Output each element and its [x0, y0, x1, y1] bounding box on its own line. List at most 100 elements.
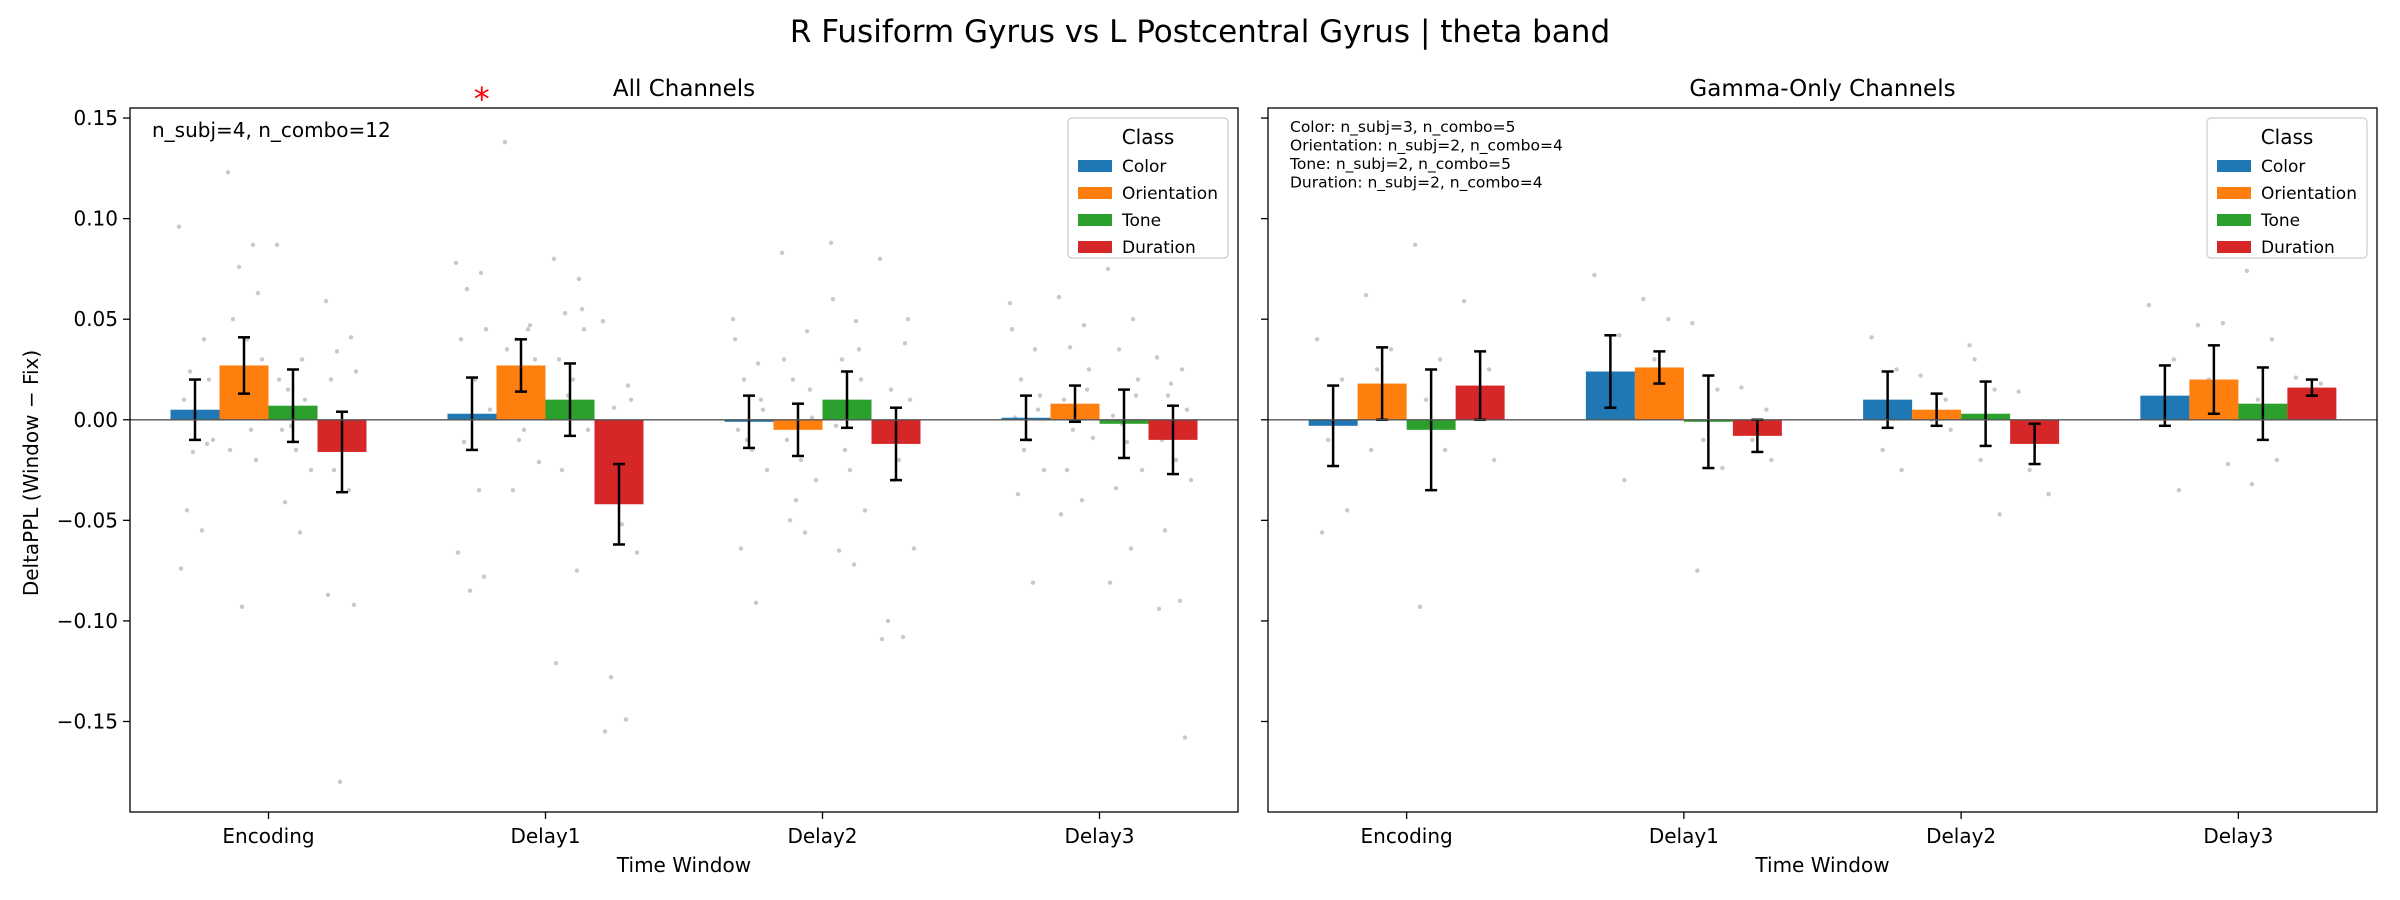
- data-point: [2293, 375, 2299, 380]
- data-point: [525, 327, 531, 332]
- data-point: [328, 377, 334, 382]
- data-point: [1720, 465, 1725, 471]
- data-point: [1461, 298, 1467, 304]
- data-point: [833, 423, 839, 429]
- data-point: [225, 170, 231, 175]
- data-point: [476, 487, 482, 493]
- x-tick-label: Delay2: [787, 824, 857, 848]
- data-point: [562, 310, 568, 316]
- data-point: [1086, 367, 1092, 372]
- x-tick-label: Encoding: [1361, 824, 1453, 848]
- data-point: [464, 286, 470, 292]
- data-point: [1423, 397, 1429, 402]
- x-tick-label: Delay1: [1649, 824, 1719, 848]
- data-point: [325, 592, 331, 597]
- data-point: [885, 618, 891, 624]
- data-point: [532, 357, 538, 362]
- data-point: [227, 447, 233, 453]
- data-point: [1135, 377, 1141, 382]
- data-point: [623, 717, 629, 722]
- y-tick-label: 0.00: [73, 408, 118, 432]
- data-point: [481, 574, 487, 579]
- y-tick-label: −0.05: [57, 508, 118, 532]
- data-point: [1486, 367, 1492, 372]
- data-point: [888, 387, 894, 392]
- data-point: [1168, 381, 1174, 386]
- data-point: [804, 329, 810, 334]
- data-point: [579, 306, 585, 312]
- data-point: [255, 290, 261, 296]
- data-point: [842, 447, 848, 453]
- data-point: [1041, 467, 1047, 473]
- x-tick-label: Encoding: [222, 824, 314, 848]
- data-point: [732, 337, 738, 342]
- panel-annotation-line: Color: n_subj=3, n_combo=5: [1290, 118, 1516, 137]
- data-point: [297, 530, 303, 535]
- data-point: [334, 349, 340, 354]
- data-point: [1442, 447, 1448, 453]
- panel-all-channels: −0.15 −0.10 −0.05 0.00 0.05 0.10 0.15 Encoding D…: [57, 76, 1239, 877]
- data-point: [802, 530, 808, 535]
- data-point: [781, 357, 787, 362]
- data-point: [453, 260, 459, 266]
- data-point: [1617, 333, 1622, 338]
- data-point: [1652, 357, 1657, 362]
- data-point: [510, 487, 516, 493]
- data-point: [536, 459, 542, 465]
- data-point: [851, 562, 857, 567]
- x-axis-label: Time Window: [1754, 853, 1889, 877]
- panel-annotation: n_subj=4, n_combo=12: [152, 118, 391, 142]
- data-point: [798, 457, 804, 463]
- data-point: [1018, 377, 1024, 382]
- data-point: [204, 441, 210, 447]
- data-point: [353, 369, 359, 374]
- data-point: [1899, 467, 1904, 473]
- data-point: [1972, 357, 1977, 362]
- significance-marker: *: [474, 80, 490, 118]
- data-point: [1948, 427, 1953, 433]
- data-point: [504, 347, 510, 352]
- data-point: [755, 361, 761, 366]
- data-point: [1368, 447, 1374, 453]
- data-point: [1319, 530, 1325, 535]
- data-point: [1992, 387, 1997, 392]
- data-point: [1177, 598, 1183, 603]
- data-point: [1491, 457, 1497, 463]
- data-point: [299, 357, 305, 362]
- data-point: [293, 447, 299, 453]
- data-point: [1764, 407, 1769, 412]
- data-point: [628, 397, 634, 402]
- data-point: [625, 383, 631, 388]
- data-point: [1015, 491, 1021, 497]
- data-point: [1067, 345, 1073, 350]
- data-point: [2255, 397, 2261, 402]
- data-point: [282, 500, 288, 505]
- data-point: [735, 427, 741, 433]
- data-point: [1162, 528, 1168, 533]
- data-point: [1997, 512, 2002, 517]
- data-point: [553, 660, 559, 666]
- data-point: [902, 341, 908, 346]
- data-point: [210, 437, 216, 443]
- data-point: [253, 457, 259, 463]
- data-point: [458, 337, 464, 342]
- data-point: [190, 449, 196, 455]
- data-point: [206, 377, 212, 382]
- data-point: [779, 250, 785, 256]
- data-point: [2225, 461, 2231, 467]
- data-point: [836, 548, 842, 553]
- data-point: [576, 276, 582, 282]
- data-point: [1090, 435, 1096, 441]
- data-point: [911, 546, 917, 551]
- data-point: [585, 427, 591, 433]
- data-point: [559, 467, 565, 473]
- data-point: [600, 319, 606, 324]
- data-point: [176, 224, 182, 229]
- panel-title: Gamma-Only Channels: [1689, 76, 1955, 102]
- data-point: [1032, 347, 1038, 352]
- data-point: [1179, 367, 1185, 372]
- data-point: [323, 298, 329, 304]
- data-point: [2046, 491, 2051, 497]
- data-point: [830, 296, 836, 302]
- data-point: [2269, 337, 2275, 342]
